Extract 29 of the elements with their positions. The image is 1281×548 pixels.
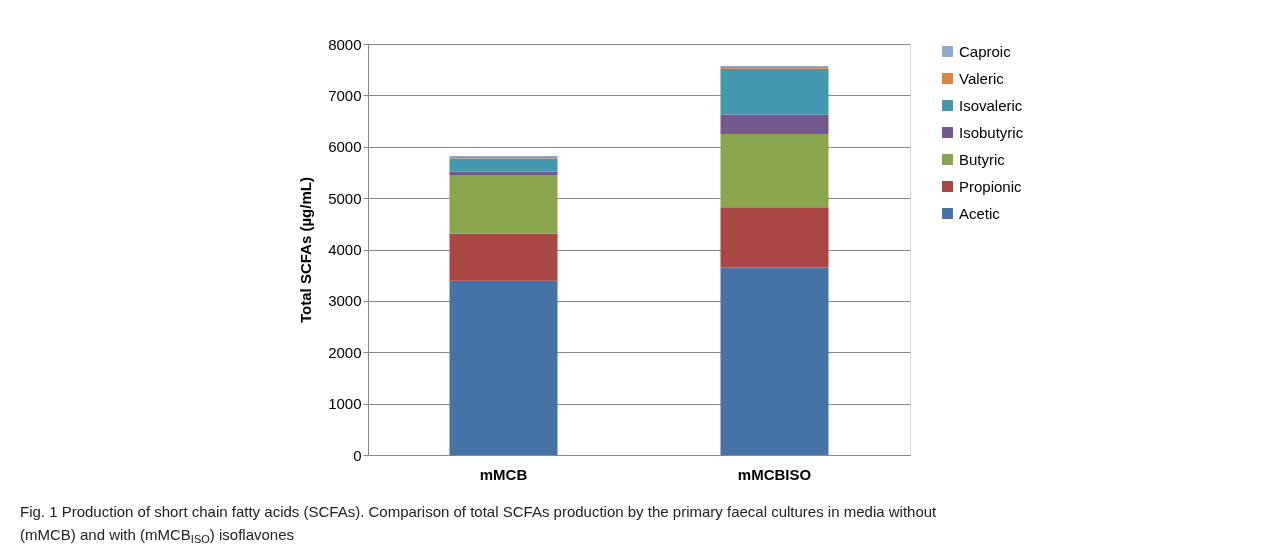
legend-label: Acetic — [959, 204, 1001, 222]
legend-label: Butyric — [959, 150, 1006, 168]
bar — [449, 171, 558, 176]
legend-label: Valeric — [959, 69, 1005, 87]
bar — [720, 68, 829, 115]
x-tick-label: mMCB — [479, 465, 528, 483]
y-tick-label: 2000 — [328, 343, 362, 361]
bar — [720, 114, 829, 134]
bar — [449, 158, 558, 172]
bar — [449, 233, 558, 281]
legend-label: Isovaleric — [959, 96, 1023, 114]
y-tick-label: 6000 — [328, 138, 362, 156]
bar — [720, 267, 829, 455]
y-tick-label: 3000 — [328, 292, 362, 310]
y-tick-label: 8000 — [328, 35, 362, 53]
legend-label: Isobutyric — [959, 123, 1024, 141]
bar — [720, 133, 829, 208]
legend-label: Propionic — [959, 177, 1023, 195]
y-axis-title: Total SCFAs (µg/mL) — [297, 177, 315, 323]
y-tick-label: 4000 — [328, 241, 362, 258]
bar — [449, 175, 558, 234]
y-tick-label: 7000 — [328, 86, 362, 104]
y-tick-label: 1000 — [328, 395, 362, 413]
bar — [720, 207, 829, 268]
y-tick-label: 0 — [353, 446, 362, 464]
x-tick-label: mMCBISO — [737, 465, 812, 483]
bar — [449, 280, 558, 455]
y-tick-label: 5000 — [328, 189, 362, 207]
legend-label: Caproic — [959, 42, 1012, 60]
